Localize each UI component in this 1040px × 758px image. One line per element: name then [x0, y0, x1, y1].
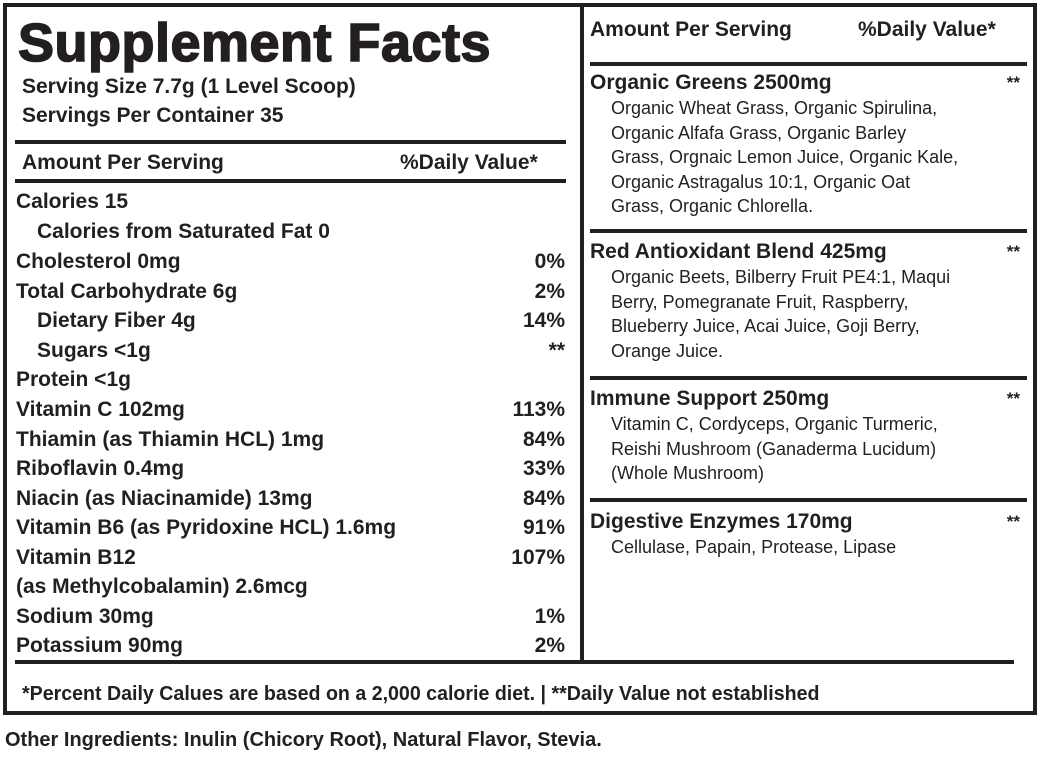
blend-organic-greens: Organic Greens 2500mg ** Organic Wheat Gr… — [590, 70, 1022, 219]
nutrient-dv: 84% — [522, 487, 565, 510]
nutrient-row: Vitamin B12 107% — [16, 543, 565, 572]
servings-per-container: Servings Per Container 35 — [22, 104, 284, 127]
divider-thick — [590, 229, 1027, 233]
left-amount-header: Amount Per Serving — [22, 151, 224, 174]
blend-name: Red Antioxidant Blend 425mg — [590, 240, 887, 263]
divider-thick — [15, 179, 566, 183]
nutrient-row: Cholesterol 0mg 0% — [16, 247, 565, 276]
blend-ingredients-line: Grass, Orgnaic Lemon Juice, Organic Kale… — [611, 147, 959, 167]
nutrient-row: Niacin (as Niacinamide) 13mg 84% — [16, 484, 565, 513]
blend-name: Digestive Enzymes 170mg — [590, 510, 853, 533]
nutrient-name: Calories from Saturated Fat 0 — [37, 220, 330, 243]
blend-ingredients-line: Organic Astragalus 10:1, Organic Oat — [611, 171, 911, 192]
blend-ingredients-line: Berry, Pomegranate Fruit, Raspberry, — [611, 291, 909, 312]
nutrient-name: Calories 15 — [16, 190, 129, 213]
blend-ingredients-line: Grass, Organic Chlorella. — [611, 196, 814, 216]
blend-name: Immune Support 250mg — [590, 387, 830, 410]
nutrient-row: (as Methylcobalamin) 2.6mcg — [16, 572, 565, 601]
footnote: *Percent Daily Calues are based on a 2,0… — [22, 683, 820, 705]
blend-immune-support: Immune Support 250mg ** Vitamin C, Cordyc… — [590, 386, 1022, 486]
blend-dv: ** — [1006, 73, 1020, 92]
nutrient-name: Riboflavin 0.4mg — [16, 457, 185, 480]
blend-ingredients-line: Organic Wheat Grass, Organic Spirulina, — [611, 98, 938, 118]
nutrient-row: Total Carbohydrate 6g 2% — [16, 277, 565, 306]
column-divider — [580, 7, 584, 660]
nutrient-dv: 33% — [522, 457, 565, 480]
nutrient-name: Sugars <1g — [37, 339, 151, 362]
nutrient-name: Vitamin C 102mg — [16, 398, 185, 421]
panel-title: Supplement Facts — [17, 12, 492, 74]
blend-ingredients-line: Organic Alfafa Grass, Organic Barley — [611, 122, 907, 143]
nutrient-row: Dietary Fiber 4g 14% — [16, 306, 565, 335]
nutrient-row: Protein <1g — [16, 365, 565, 394]
nutrient-name: Niacin (as Niacinamide) 13mg — [16, 487, 313, 510]
nutrient-name: Protein <1g — [16, 368, 131, 391]
nutrient-dv: 0% — [534, 250, 565, 273]
nutrient-row: Calories from Saturated Fat 0 — [16, 217, 565, 246]
nutrient-row: Sugars <1g ** — [16, 336, 565, 365]
nutrient-row: Vitamin C 102mg 113% — [16, 395, 565, 424]
other-ingredients: Other Ingredients: Inulin (Chicory Root)… — [5, 729, 602, 751]
divider-thick — [590, 498, 1027, 502]
nutrient-name: (as Methylcobalamin) 2.6mcg — [16, 575, 308, 598]
blend-ingredients-line: Orange Juice. — [611, 340, 724, 361]
right-amount-header: Amount Per Serving — [590, 18, 792, 41]
nutrient-dv: 1% — [534, 605, 565, 628]
nutrient-row: Thiamin (as Thiamin HCL) 1mg 84% — [16, 425, 565, 454]
nutrient-dv: 14% — [522, 309, 565, 332]
right-dv-header: %Daily Value* — [858, 18, 996, 41]
blend-dv: ** — [1006, 512, 1020, 531]
blend-ingredients-line: Reishi Mushroom (Ganaderma Lucidum) — [611, 438, 937, 459]
nutrient-name: Potassium 90mg — [16, 634, 183, 657]
nutrient-dv: 91% — [522, 516, 565, 539]
nutrient-row: Vitamin B6 (as Pyridoxine HCL) 1.6mg 91% — [16, 513, 565, 542]
nutrient-dv: 2% — [534, 280, 565, 303]
divider-thick — [590, 62, 1027, 66]
divider-thick — [590, 376, 1027, 380]
divider-thick — [15, 140, 566, 144]
blend-dv: ** — [1006, 242, 1020, 261]
nutrient-name: Vitamin B12 — [16, 546, 136, 569]
nutrient-row: Riboflavin 0.4mg 33% — [16, 454, 565, 483]
nutrient-dv: ** — [548, 339, 565, 362]
left-dv-header: %Daily Value* — [400, 151, 538, 174]
nutrient-name: Sodium 30mg — [16, 605, 154, 628]
nutrient-name: Total Carbohydrate 6g — [16, 280, 238, 303]
nutrient-name: Thiamin (as Thiamin HCL) 1mg — [16, 428, 325, 451]
supplement-facts-panel: Supplement Facts Serving Size 7.7g (1 Le… — [3, 3, 1037, 715]
blend-ingredients-line: Cellulase, Papain, Protease, Lipase — [611, 537, 897, 557]
blend-ingredients-line: Organic Beets, Bilberry Fruit PE4:1, Maq… — [611, 267, 951, 287]
blend-digestive-enzymes: Digestive Enzymes 170mg ** Cellulase, Pap… — [590, 509, 1022, 560]
nutrient-dv: 2% — [534, 634, 565, 657]
nutrient-name: Dietary Fiber 4g — [37, 309, 196, 332]
nutrient-dv: 113% — [512, 398, 565, 421]
serving-size: Serving Size 7.7g (1 Level Scoop) — [22, 75, 356, 98]
nutrient-name: Vitamin B6 (as Pyridoxine HCL) 1.6mg — [16, 516, 397, 539]
blend-ingredients-line: Vitamin C, Cordyceps, Organic Turmeric, — [611, 414, 938, 434]
nutrient-dv: 84% — [522, 428, 565, 451]
blend-dv: ** — [1006, 389, 1020, 408]
divider-thick-bottom — [15, 660, 1014, 664]
nutrient-row: Calories 15 — [16, 187, 565, 216]
nutrient-name: Cholesterol 0mg — [16, 250, 181, 273]
blend-ingredients-line: Blueberry Juice, Acai Juice, Goji Berry, — [611, 316, 920, 336]
nutrient-dv: 107% — [511, 546, 565, 569]
blend-red-antioxidant: Red Antioxidant Blend 425mg ** Organic Be… — [590, 239, 1022, 363]
nutrient-row: Sodium 30mg 1% — [16, 602, 565, 631]
blend-ingredients-line: (Whole Mushroom) — [611, 463, 765, 483]
blend-name: Organic Greens 2500mg — [590, 71, 832, 94]
nutrient-row: Potassium 90mg 2% — [16, 631, 565, 660]
